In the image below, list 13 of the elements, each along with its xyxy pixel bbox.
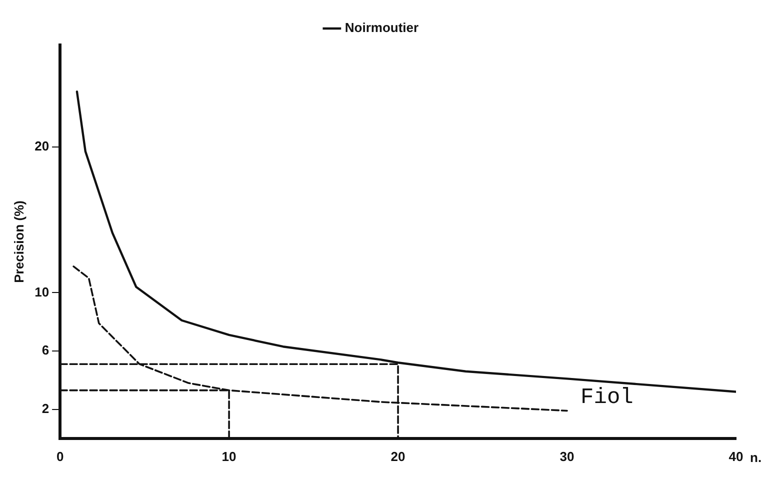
y-tick-label: 2: [42, 400, 50, 416]
y-axis-title: Precision (%): [11, 200, 26, 283]
annotation: Fiol: [580, 384, 634, 410]
x-tick-label: 0: [56, 448, 64, 464]
y-tick-label: 20: [34, 138, 50, 154]
x-tick-label: 20: [390, 448, 406, 464]
x-tick-label: 10: [222, 448, 236, 464]
x-tick-label: 30: [560, 448, 574, 464]
legend-label: Noirmoutier: [344, 20, 419, 36]
y-tick-label: 6: [42, 342, 50, 358]
x-tick-label: 40: [728, 448, 744, 464]
x-axis-title: n.: [750, 450, 762, 465]
y-tick-label: 10: [34, 284, 50, 300]
